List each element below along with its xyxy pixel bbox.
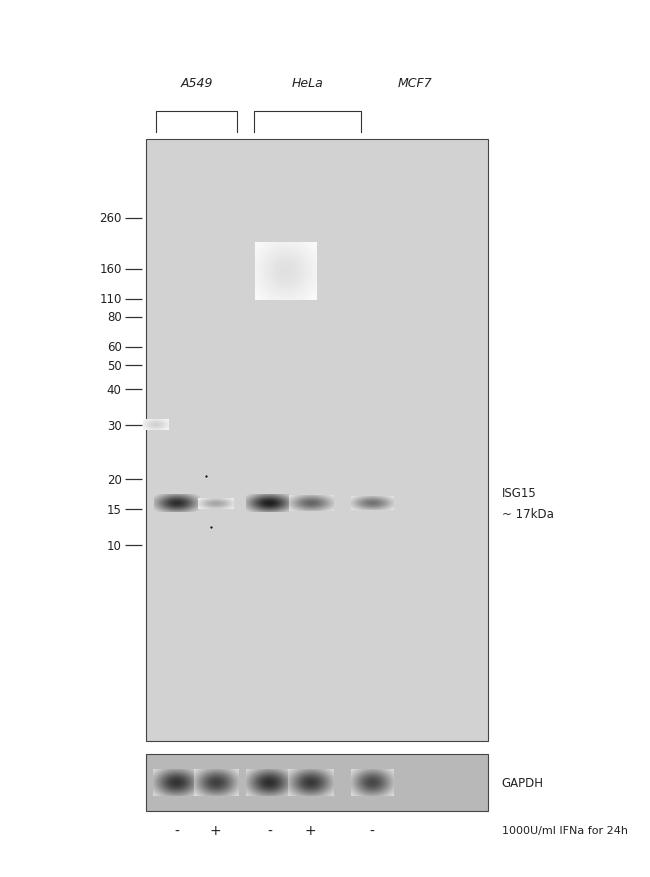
Text: 60: 60 <box>107 341 122 354</box>
Text: ~ 17kDa: ~ 17kDa <box>502 508 554 521</box>
Text: A549: A549 <box>181 76 213 89</box>
Text: +: + <box>210 824 222 838</box>
Text: 110: 110 <box>99 293 122 306</box>
Text: 20: 20 <box>107 474 122 486</box>
Text: 160: 160 <box>99 263 122 276</box>
Text: -: - <box>267 824 272 838</box>
Text: 50: 50 <box>107 359 122 372</box>
Text: +: + <box>305 824 317 838</box>
Text: -: - <box>369 824 374 838</box>
Text: 10: 10 <box>107 539 122 553</box>
Text: 30: 30 <box>107 419 122 432</box>
Text: 260: 260 <box>99 212 122 225</box>
Text: 80: 80 <box>107 311 122 324</box>
Bar <box>146 754 488 811</box>
Text: 40: 40 <box>107 383 122 396</box>
Text: 1000U/ml IFNa for 24h: 1000U/ml IFNa for 24h <box>502 825 628 836</box>
Text: HeLa: HeLa <box>291 76 323 89</box>
Text: MCF7: MCF7 <box>397 76 432 89</box>
Text: ISG15: ISG15 <box>502 487 536 500</box>
Text: GAPDH: GAPDH <box>502 776 544 789</box>
Text: -: - <box>174 824 179 838</box>
Bar <box>146 140 488 741</box>
Text: 15: 15 <box>107 503 122 517</box>
